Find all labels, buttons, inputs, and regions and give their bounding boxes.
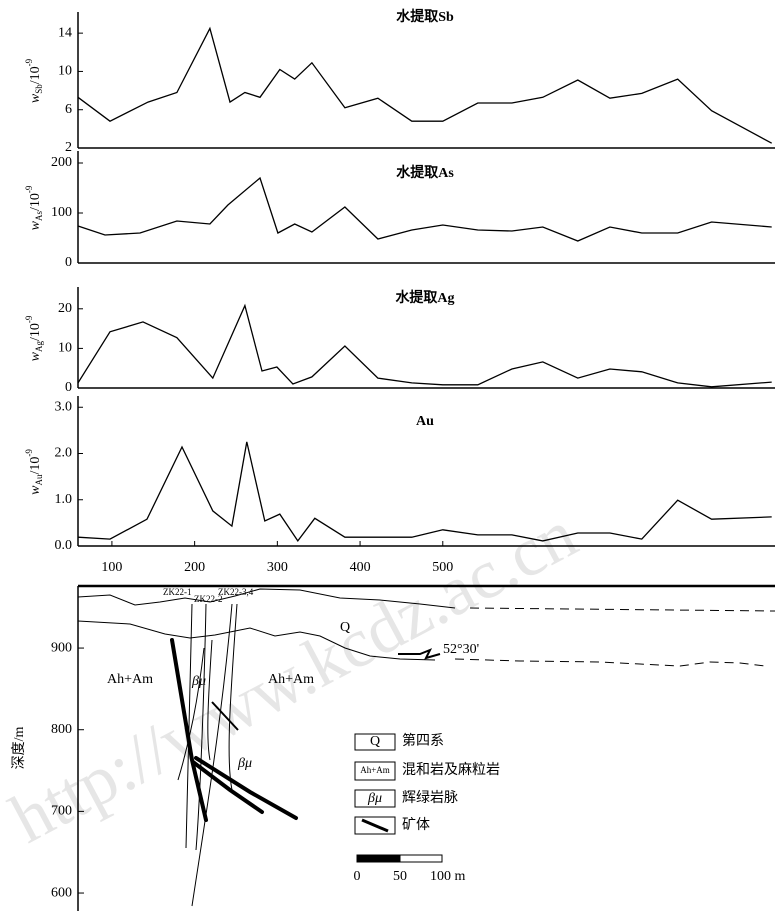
surface [77,588,456,609]
surface-dashed [469,607,775,612]
chart-title: 水提取As [396,164,454,181]
depth-tick-label: 900 [51,640,72,655]
unit-label: Ah+Am [107,672,153,687]
unit-label: βμ [237,756,252,771]
data-line [77,303,772,388]
y-label-unit: /10 [28,323,43,341]
y-label-unit: /10 [28,193,43,211]
y-axis-label: wAu/10-9 [24,449,44,495]
y-tick-label: 2 [65,140,72,155]
y-label-sup: -9 [24,185,34,193]
x-tick-label: 200 [184,560,205,575]
y-tick-label: 3.0 [55,399,73,414]
legend-box [354,761,396,781]
drill-label: ZK22-3,4 [218,587,254,597]
depth-tick-label: 800 [51,722,72,737]
chart-title: 水提取Sb [396,8,454,25]
y-label-symbol: w [28,485,43,495]
y-tick-label: 10 [58,64,72,79]
y-label-symbol: w [28,93,43,103]
y-tick-label: 20 [58,301,72,316]
y-tick-label: 10 [58,341,72,356]
scale-label: 50 [393,869,407,884]
scale-bar [356,854,401,863]
chart-title: Au [416,414,434,429]
scale-label: 0 [354,869,361,884]
legend-ore [361,818,389,833]
legend-symbol: βμ [367,791,382,806]
data-line [77,26,773,144]
legend-box [354,789,396,808]
y-tick-label: 2.0 [55,446,73,461]
drill-hole [191,603,233,907]
scale-bar [399,854,443,863]
y-label-sub: As [34,211,44,221]
x-tick-label: 300 [267,560,288,575]
y-axis-label: wAs/10-9 [24,185,44,230]
y-label-sub: Ag [34,341,44,352]
y-axis-label: wAg/10-9 [24,315,44,361]
y-label-symbol: w [28,351,43,361]
y-tick-label: 1.0 [55,492,73,507]
legend-label: 矿体 [402,817,430,833]
y-tick-label: 200 [51,155,72,170]
drill-label: ZK22-2 [194,594,223,604]
depth-tick-label: 600 [51,885,72,900]
y-tick-label: 0 [65,380,72,395]
y-tick-label: 14 [58,25,72,40]
chart-title: 水提取Ag [395,289,454,306]
unit-label: Q [340,620,350,635]
depth-label: 深度/m [11,727,27,770]
y-tick-label: 0 [65,255,72,270]
dip-symbol [398,648,441,660]
ore-body [211,701,239,731]
y-label-sup: -9 [24,315,34,323]
y-label-symbol: w [28,220,43,230]
legend-label: 混和岩及麻粒岩 [402,762,500,778]
legend-label: 辉绿岩脉 [402,790,458,806]
quaternary-base-dashed [454,658,766,667]
drill-label: ZK22-1 [163,587,192,597]
y-tick-label: 6 [65,102,72,117]
ore-body [191,760,264,814]
dip-label: 52°30' [443,642,479,657]
y-axis-label: wSb/10-9 [24,58,44,103]
dike [177,639,213,781]
legend-symbol: Q [370,734,380,749]
y-label-unit: /10 [28,457,43,475]
quaternary-base [77,620,436,661]
unit-label: βμ [191,674,206,689]
data-line [77,176,772,242]
y-tick-label: 0.0 [55,538,73,553]
depth-tick-label: 700 [51,804,72,819]
scale-label: 100 m [430,869,466,884]
legend-box [354,733,396,751]
x-tick-label: 500 [432,560,453,575]
y-label-sub: Au [34,474,44,485]
y-tick-label: 100 [51,205,72,220]
y-label-sub: Sb [34,84,44,94]
ore-body [194,756,298,820]
unit-label: Ah+Am [268,672,314,687]
x-tick-label: 100 [101,560,122,575]
ore-body [170,638,208,822]
y-label-sup: -9 [24,449,34,457]
drill-hole [195,603,207,851]
y-label-sup: -9 [24,58,34,66]
y-label-unit: /10 [28,66,43,84]
x-tick-label: 400 [350,560,371,575]
legend-symbol: Ah+Am [360,765,390,775]
data-line [77,441,772,543]
legend-label: 第四系 [402,732,444,749]
